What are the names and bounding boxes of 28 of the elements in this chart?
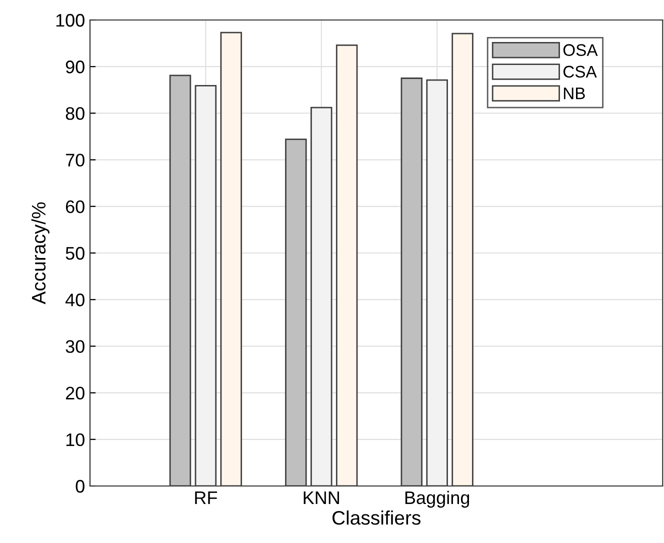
y-tick-label: 10	[66, 433, 84, 446]
y-tick-label: 70	[66, 154, 84, 167]
x-axis-title: Classifiers	[332, 510, 420, 525]
y-axis-title: Accuracy/%	[31, 202, 50, 304]
bar	[400, 78, 422, 486]
x-tick-label: Bagging	[405, 490, 470, 508]
y-tick-label: 30	[66, 340, 84, 353]
bar	[169, 74, 192, 486]
y-tick-label: 90	[66, 60, 84, 74]
legend-label: OSA	[563, 44, 598, 56]
bar	[452, 32, 474, 486]
y-tick-label: 60	[66, 200, 84, 214]
y-tick-label: 40	[65, 294, 84, 306]
bar	[426, 79, 448, 486]
bar	[336, 44, 358, 486]
y-tick-label: 50	[66, 246, 84, 260]
bar	[220, 32, 242, 486]
legend-label: NB	[564, 88, 585, 100]
y-tick-label: 80	[66, 107, 84, 120]
bar	[285, 138, 307, 486]
x-tick-label: KNN	[304, 492, 339, 504]
y-tick-label: 0	[76, 480, 84, 493]
bar	[310, 106, 332, 486]
x-tick-label: RF	[195, 492, 217, 504]
y-tick-label: 100	[56, 14, 84, 27]
bar	[194, 85, 217, 486]
y-tick-label: 20	[66, 386, 84, 400]
legend-label: CSA	[563, 66, 597, 78]
